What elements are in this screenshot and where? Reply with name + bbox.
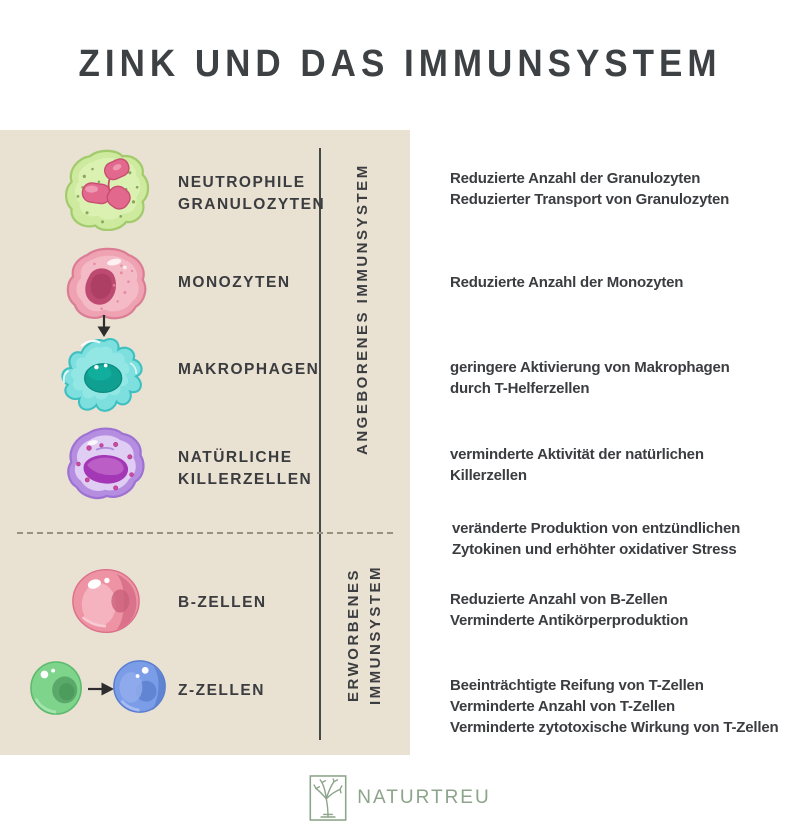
effect-line: Verminderte Antikörperproduktion bbox=[450, 612, 689, 629]
effects-makrophagen: geringere Aktivierung von Makrophagen du… bbox=[450, 357, 730, 399]
brand-footer: NATURTREU bbox=[0, 774, 800, 822]
cells-panel bbox=[0, 130, 410, 755]
brand-name: NATURTREU bbox=[357, 787, 491, 808]
innate-label-text: ANGEBORENES IMMUNSYSTEM bbox=[354, 163, 371, 455]
label-makrophagen: MAKROPHAGEN bbox=[178, 359, 319, 381]
effects-granulozyten: Reduzierte Anzahl der Granulozyten Reduz… bbox=[450, 168, 729, 210]
effect-line: Reduzierter Transport von Granulozyten bbox=[450, 191, 730, 208]
neutrophil-granulocyte-illustration bbox=[64, 149, 150, 231]
effect-line: Verminderte Anzahl von T-Zellen bbox=[450, 698, 675, 715]
label-line: MONOZYTEN bbox=[178, 274, 291, 291]
effect-line: Beeinträchtigte Reifung von T-Zellen bbox=[450, 677, 704, 694]
label-monozyten: MONOZYTEN bbox=[178, 272, 291, 294]
effect-line: Verminderte zytotoxische Wirkung von T-Z… bbox=[450, 719, 779, 736]
label-b-zellen: B-ZELLEN bbox=[178, 592, 267, 614]
t-cell-green-illustration bbox=[30, 661, 82, 715]
dashed-divider-line bbox=[17, 532, 393, 534]
effects-t-zellen: Beeinträchtigte Reifung von T-Zellen Ver… bbox=[450, 675, 779, 738]
effect-line: Reduzierte Anzahl der Granulozyten bbox=[450, 170, 701, 187]
arrow-down-icon bbox=[97, 315, 111, 337]
effect-line: geringere Aktivierung von Makrophagen bbox=[450, 359, 730, 376]
label-neutrophile-granulozyten: NEUTROPHILE GRANULOZYTEN bbox=[178, 172, 325, 216]
effects-divider-note: veränderte Produktion von entzündlichen … bbox=[452, 518, 740, 560]
label-line: NATÜRLICHE bbox=[178, 449, 293, 466]
label-line: GRANULOZYTEN bbox=[178, 196, 326, 213]
page-title: ZINK UND DAS IMMUNSYSTEM bbox=[78, 42, 722, 85]
effect-line: Killerzellen bbox=[450, 467, 527, 484]
arrow-right-icon bbox=[88, 682, 114, 696]
label-line: NEUTROPHILE bbox=[178, 174, 306, 191]
effect-line: Reduzierte Anzahl der Monozyten bbox=[450, 274, 684, 291]
label-line: MAKROPHAGEN bbox=[178, 361, 320, 378]
monocyte-illustration bbox=[66, 247, 147, 320]
effect-line: Reduzierte Anzahl von B-Zellen bbox=[450, 591, 668, 608]
natural-killer-cell-illustration bbox=[67, 427, 145, 500]
vertical-divider-line bbox=[319, 148, 321, 740]
effect-line: veränderte Produktion von entzündlichen bbox=[452, 520, 741, 537]
effect-line: durch T-Helferzellen bbox=[450, 380, 590, 397]
label-natuerliche-killerzellen: NATÜRLICHE KILLERZELLEN bbox=[178, 447, 312, 491]
macrophage-illustration bbox=[61, 338, 143, 412]
naturtreu-tree-logo-icon bbox=[309, 775, 347, 821]
adaptive-immune-system-label: ERWORBENES IMMUNSYSTEM bbox=[343, 535, 389, 735]
label-z-zellen: Z-ZELLEN bbox=[178, 680, 265, 702]
effects-monozyten: Reduzierte Anzahl der Monozyten bbox=[450, 272, 683, 293]
adaptive-label-line1: ERWORBENES bbox=[345, 568, 362, 702]
b-cell-illustration bbox=[72, 568, 140, 634]
innate-immune-system-label: ANGEBORENES IMMUNSYSTEM bbox=[352, 163, 372, 455]
effects-killerzellen: verminderte Aktivität der natürlichen Ki… bbox=[450, 444, 704, 486]
t-cell-blue-illustration bbox=[113, 660, 166, 713]
effect-line: verminderte Aktivität der natürlichen bbox=[450, 446, 704, 463]
label-line: B-ZELLEN bbox=[178, 594, 267, 611]
label-line: Z-ZELLEN bbox=[178, 682, 265, 699]
effect-line: Zytokinen und erhöhter oxidativer Stress bbox=[452, 541, 737, 558]
adaptive-label-line2: IMMUNSYSTEM bbox=[367, 565, 384, 705]
effects-b-zellen: Reduzierte Anzahl von B-Zellen Verminder… bbox=[450, 589, 688, 631]
label-line: KILLERZELLEN bbox=[178, 471, 313, 488]
